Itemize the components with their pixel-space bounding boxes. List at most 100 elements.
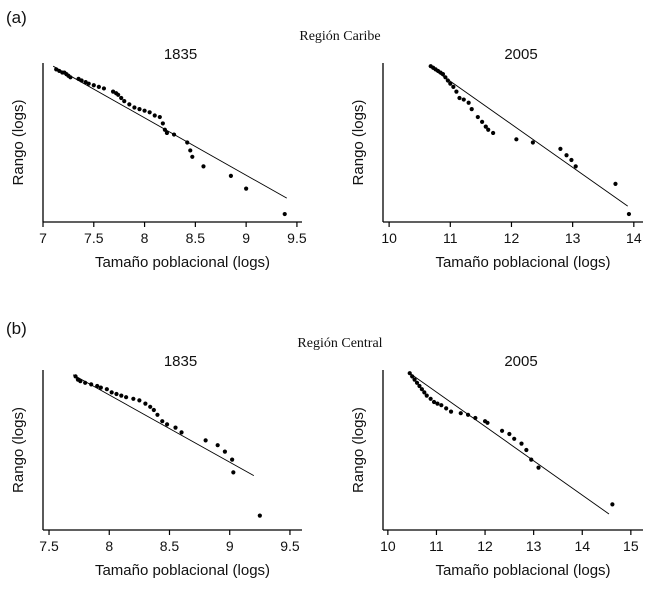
data-point (410, 374, 415, 379)
fit-line (428, 65, 628, 207)
panel-label-a: (a) (6, 8, 27, 27)
data-point (412, 377, 417, 382)
data-point (143, 401, 148, 406)
data-point (422, 390, 427, 395)
x-axis-label: Tamaño poblacional (logs) (435, 254, 610, 271)
scatter-chart: 7 7.5 8 8.5 9 9.5 1835 Tamaño poblacional (logs… (10, 46, 307, 271)
data-point (228, 173, 234, 178)
data-point (244, 186, 249, 191)
data-point (569, 157, 574, 163)
data-point (89, 382, 94, 387)
data-point (152, 113, 157, 118)
data-point (486, 127, 491, 132)
data-point (407, 371, 412, 376)
data-point (164, 422, 170, 427)
y-axis-label: Rango (logs) (350, 100, 367, 186)
data-point (114, 391, 119, 397)
data-point (86, 81, 91, 86)
x-tick-label: 7.5 (39, 538, 59, 554)
y-axis-label: Rango (logs) (10, 407, 27, 493)
data-point (215, 443, 220, 448)
data-point (448, 81, 453, 86)
scatter-chart: 7.5 8 8.5 9 9.5 1835 Tamaño poblacional (logs)… (10, 353, 302, 579)
data-point (68, 75, 73, 80)
data-point (419, 387, 424, 392)
data-point (483, 124, 488, 129)
scatter-chart: 10 11 12 13 14 2005 Tamaño poblacional (logs) R… (350, 46, 643, 271)
data-point (95, 383, 100, 389)
data-point (524, 447, 529, 453)
data-point (480, 119, 485, 124)
x-tick-label: 14 (626, 230, 642, 246)
data-point (164, 130, 170, 136)
charts: 7 7.5 8 8.5 9 9.5 1835 Tamaño poblacional (logs… (10, 46, 643, 579)
data-point (431, 399, 437, 405)
data-point (119, 95, 124, 101)
data-point (257, 513, 262, 518)
data-point (98, 385, 103, 390)
chart-title: 1835 (164, 353, 197, 370)
scatter-chart: 10 11 12 13 14 15 2005 Tamaño poblacional (logs… (350, 353, 643, 579)
data-point (499, 428, 505, 433)
x-tick-label: 12 (504, 230, 520, 246)
data-point (96, 84, 101, 89)
data-point (444, 406, 449, 411)
data-point (173, 425, 178, 430)
data-point (458, 411, 463, 416)
x-tick-label: 10 (381, 230, 397, 246)
x-axis-label: Tamaño poblacional (logs) (435, 562, 610, 579)
x-axis-label: Tamaño poblacional (logs) (95, 254, 270, 271)
fit-line (409, 372, 610, 515)
data-point (179, 430, 184, 435)
data-point (445, 78, 450, 83)
y-axis-label: Rango (logs) (10, 100, 27, 186)
data-point (147, 110, 152, 115)
data-point (122, 99, 127, 104)
data-point (230, 457, 235, 462)
data-point (190, 154, 195, 159)
data-point (530, 140, 535, 145)
data-point (73, 374, 78, 379)
x-tick-label: 12 (477, 538, 493, 554)
x-tick-label: 13 (526, 538, 542, 554)
panel-label-b: (b) (6, 319, 27, 338)
data-point (473, 415, 478, 421)
data-point (466, 100, 471, 105)
x-tick-label: 15 (623, 538, 639, 554)
data-point (101, 86, 107, 91)
data-point (142, 108, 147, 113)
data-point (78, 379, 83, 384)
data-point (428, 396, 433, 401)
data-point (185, 140, 190, 145)
data-point (119, 393, 124, 398)
x-tick-label: 9.5 (287, 230, 307, 246)
x-tick-label: 7.5 (84, 230, 104, 246)
chart-title: 2005 (504, 353, 537, 370)
data-point (127, 102, 132, 107)
data-point (231, 470, 236, 475)
data-point (417, 383, 422, 389)
data-point (124, 395, 129, 400)
data-point (512, 436, 517, 441)
data-point (157, 114, 162, 120)
data-point (439, 403, 444, 408)
data-point (448, 409, 454, 414)
data-point (536, 465, 541, 470)
data-point (564, 153, 569, 158)
data-point (424, 393, 429, 398)
y-axis-label: Rango (logs) (350, 407, 367, 493)
x-tick-label: 10 (380, 538, 396, 554)
data-point (613, 181, 618, 186)
x-tick-label: 8 (141, 230, 149, 246)
x-tick-label: 11 (443, 230, 458, 246)
fit-line (72, 374, 255, 476)
x-tick-label: 8 (105, 538, 113, 554)
data-point (137, 398, 142, 403)
data-point (131, 396, 136, 401)
data-point (132, 105, 137, 110)
data-point (454, 89, 459, 94)
chart-title: 2005 (504, 46, 537, 63)
data-point (414, 380, 420, 385)
chart-title: 1835 (164, 46, 197, 63)
